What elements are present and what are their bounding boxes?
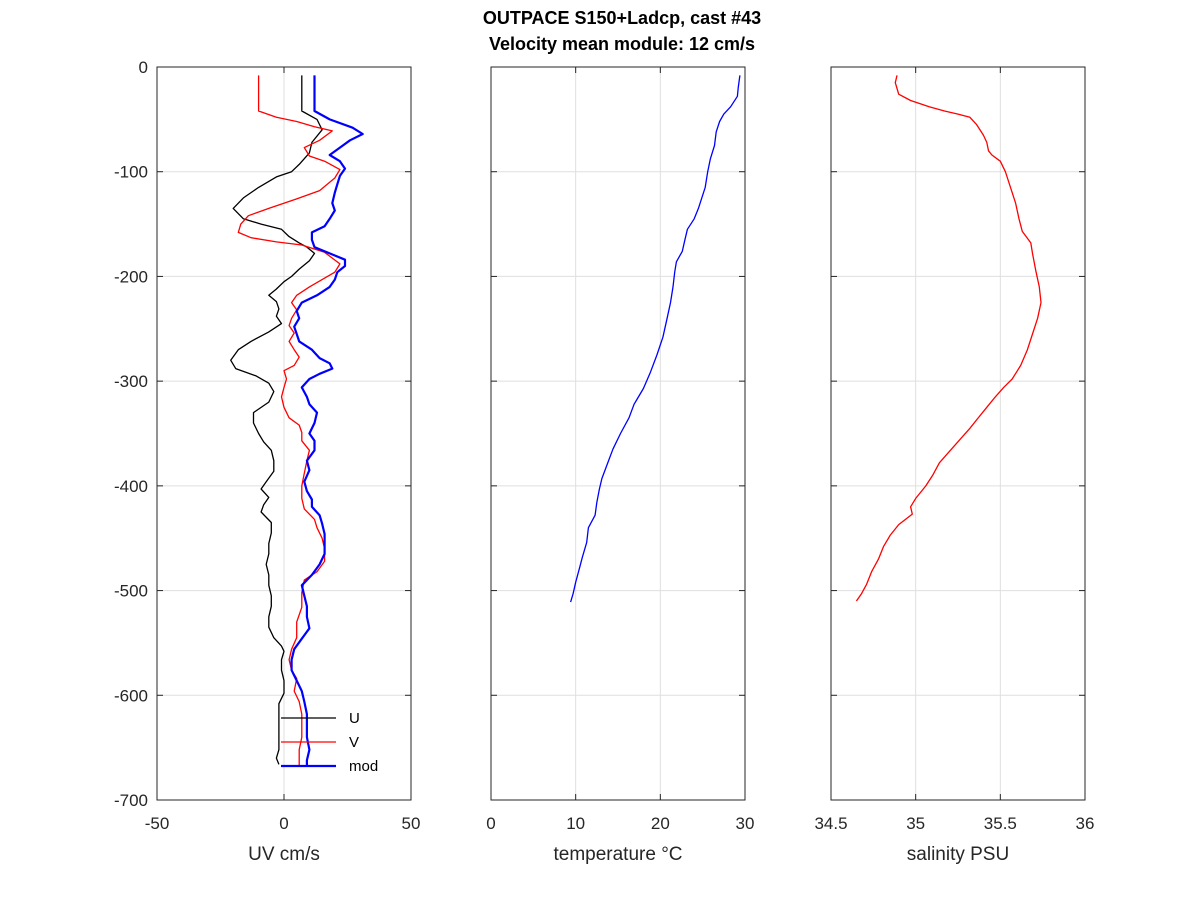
- legend-label-v: V: [349, 734, 359, 751]
- chart-title-line1: OUTPACE S150+Ladcp, cast #43: [483, 8, 761, 28]
- x-tick-label: 10: [566, 814, 585, 833]
- series-line-salinity: [855, 75, 1042, 602]
- series-line-mod: [290, 75, 364, 767]
- legend-label-u: U: [349, 710, 360, 727]
- x-tick-label: 35: [906, 814, 925, 833]
- axes-box: [830, 66, 1086, 801]
- x-axis-label: salinity PSU: [907, 844, 1009, 865]
- x-tick-label: 50: [402, 814, 421, 833]
- y-tick-label: -500: [114, 582, 148, 601]
- x-tick-label: 0: [486, 814, 495, 833]
- x-axis-label: temperature °C: [553, 844, 682, 865]
- series-line-u: [230, 75, 323, 765]
- y-tick-label: -200: [114, 267, 148, 286]
- axes-box: [490, 66, 746, 801]
- legend-label-mod: mod: [349, 758, 378, 775]
- x-tick-label: 34.5: [814, 814, 847, 833]
- y-tick-label: -700: [114, 791, 148, 810]
- x-tick-label: 0: [279, 814, 288, 833]
- y-tick-label: -400: [114, 477, 148, 496]
- y-tick-label: -600: [114, 686, 148, 705]
- x-tick-label: 20: [651, 814, 670, 833]
- panel-salinity: 34.5 35 35.5 36 salinity PSU: [814, 66, 1095, 865]
- x-tick-label: 30: [736, 814, 755, 833]
- x-tick-label: -50: [145, 814, 170, 833]
- x-tick-label: 36: [1076, 814, 1095, 833]
- series-line-v: [237, 75, 341, 767]
- y-tick-label: -100: [114, 163, 148, 182]
- series-line-temperature: [569, 75, 741, 603]
- y-tick-label: -300: [114, 372, 148, 391]
- y-tick-label: 0: [139, 58, 148, 77]
- chart-title-line2: Velocity mean module: 12 cm/s: [489, 34, 755, 54]
- panel-temperature: 0 10 20 30 temperature °C: [486, 66, 755, 865]
- x-axis-label: UV cm/s: [248, 844, 320, 865]
- x-tick-label: 35.5: [984, 814, 1017, 833]
